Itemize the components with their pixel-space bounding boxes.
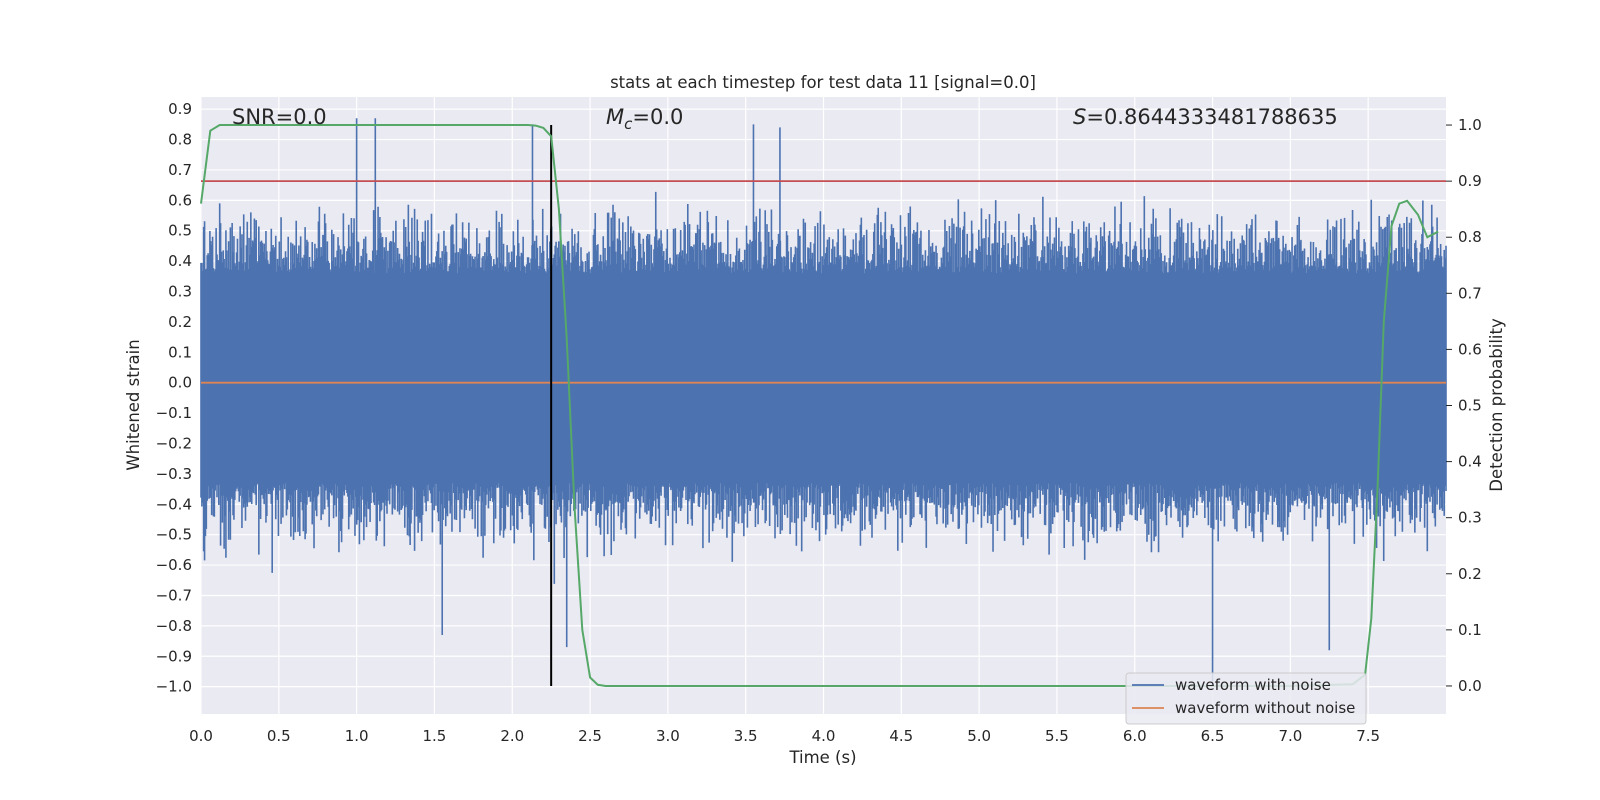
series-detection-probability: [200, 124, 1439, 687]
y-right-tick-label: 0.9: [1458, 172, 1482, 190]
chart-title: stats at each timestep for test data 11 …: [610, 73, 1036, 92]
y-left-tick-label: 0.9: [168, 100, 192, 118]
y-left-tick-label: 0.2: [168, 313, 192, 331]
x-tick-label: 2.5: [578, 727, 602, 745]
legend-label-waveform-without-noise: waveform without noise: [1175, 699, 1355, 717]
y-left-tick-label: −0.1: [156, 404, 192, 422]
x-tick-label: 6.5: [1201, 727, 1225, 745]
y-right-tick-label: 0.0: [1458, 677, 1482, 695]
y-right-tick-label: 0.3: [1458, 509, 1482, 527]
x-tick-label: 5.5: [1045, 727, 1069, 745]
y-right-tick-label: 0.5: [1458, 397, 1482, 415]
legend-box: [1125, 672, 1367, 725]
y-left-tick-label: −0.3: [156, 465, 192, 483]
y-left-tick-label: 0.8: [168, 131, 192, 149]
x-tick-label: 7.0: [1278, 727, 1302, 745]
legend-label-waveform-with-noise: waveform with noise: [1175, 676, 1331, 694]
x-tick-label: 2.0: [500, 727, 524, 745]
x-tick-label: 1.0: [345, 727, 369, 745]
x-tick-label: 1.5: [423, 727, 447, 745]
y-left-tick-label: 0.0: [168, 374, 192, 392]
x-tick-label: 3.5: [734, 727, 758, 745]
y-left-tick-label: −0.2: [156, 434, 192, 452]
x-tick-label: 3.0: [656, 727, 680, 745]
y-left-tick-label: −0.5: [156, 526, 192, 544]
y-right-tick-label: 0.7: [1458, 284, 1482, 302]
waveform-with-noise-core: [201, 282, 1446, 477]
legend: waveform with noise waveform without noi…: [1125, 672, 1367, 725]
annotation-chirp-mass-subscript: c: [624, 115, 633, 133]
y-right-tick-label: 1.0: [1458, 116, 1482, 134]
x-tick-label: 4.0: [812, 727, 836, 745]
detection-probability-line: [200, 124, 1439, 687]
y-right-axis-label: Detection probability: [1487, 318, 1506, 492]
annotation-chirp-mass-symbol: M: [606, 105, 624, 129]
x-tick-label: 0.5: [267, 727, 291, 745]
y-right-axis-ticks: 1.0 0.9 0.8 0.7 0.6 0.5 0.4 0.3 0.2 0.1 0.0: [1446, 116, 1482, 695]
y-left-tick-label: −0.9: [156, 647, 192, 665]
y-left-tick-label: −0.8: [156, 617, 192, 635]
annotation-chirp-mass: Mc=0.0: [606, 105, 683, 133]
annotation-chirp-mass-value: =0.0: [632, 105, 683, 129]
y-left-tick-label: −1.0: [156, 678, 192, 696]
series-waveform-with-noise: [200, 118, 1447, 687]
x-tick-label: 6.0: [1123, 727, 1147, 745]
y-right-tick-label: 0.8: [1458, 228, 1482, 246]
annotation-snr: SNR=0.0: [232, 105, 327, 129]
y-left-tick-label: 0.5: [168, 222, 192, 240]
annotation-score-value: =0.8644333481788635: [1086, 105, 1337, 129]
y-right-tick-label: 0.6: [1458, 340, 1482, 358]
y-right-tick-label: 0.1: [1458, 621, 1482, 639]
y-left-tick-label: 0.1: [168, 343, 192, 361]
y-left-tick-label: −0.6: [156, 556, 192, 574]
y-left-tick-label: −0.7: [156, 586, 192, 604]
overlay-lines: [201, 125, 1446, 686]
y-left-tick-label: 0.6: [168, 191, 192, 209]
y-left-tick-label: 0.4: [168, 252, 192, 270]
y-left-axis-ticks: 0.9 0.8 0.7 0.6 0.5 0.4 0.3 0.2 0.1 0.0 −0.1 −0.2 −0…: [156, 100, 192, 695]
x-tick-label: 4.5: [889, 727, 913, 745]
y-left-tick-label: −0.4: [156, 495, 192, 513]
y-right-tick-label: 0.4: [1458, 453, 1482, 471]
annotation-score: S=0.8644333481788635: [1073, 105, 1338, 129]
y-right-tick-label: 0.2: [1458, 565, 1482, 583]
x-axis-ticks: 0.0 0.5 1.0 1.5 2.0 2.5 3.0 3.5 4.0 4.5 5.0 5.5 6.0 6…: [189, 727, 1380, 745]
x-tick-label: 7.5: [1356, 727, 1380, 745]
x-tick-label: 0.0: [189, 727, 213, 745]
x-tick-label: 5.0: [967, 727, 991, 745]
annotation-score-symbol: S: [1073, 105, 1086, 129]
y-left-tick-label: 0.3: [168, 283, 192, 301]
y-left-tick-label: 0.7: [168, 161, 192, 179]
x-axis-label: Time (s): [788, 748, 856, 767]
y-left-axis-label: Whitened strain: [124, 339, 143, 470]
